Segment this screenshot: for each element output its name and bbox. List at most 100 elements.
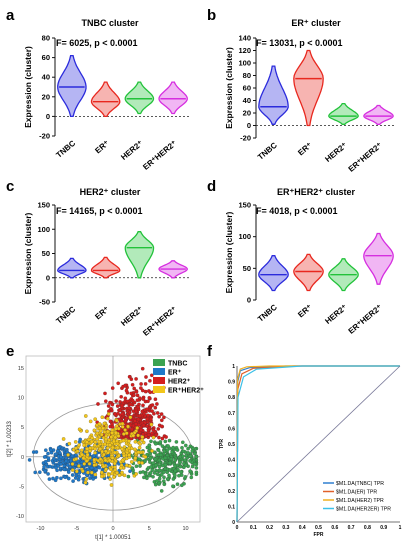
scatter-point [110, 386, 115, 390]
scatter-point [130, 382, 135, 387]
scatter-point [123, 418, 128, 423]
scatter-point [53, 478, 58, 483]
scatter-point [84, 459, 89, 463]
category-label: TNBC [54, 304, 77, 325]
scatter-point [76, 477, 81, 482]
scatter-point [62, 467, 67, 472]
scatter-point [104, 399, 108, 404]
legend-label: $M1.DA(HER2) TPR [336, 498, 384, 504]
scatter-point [74, 457, 78, 461]
scatter-point [137, 460, 141, 465]
scatter-point [178, 464, 183, 469]
scatter-point [184, 443, 188, 448]
scatter-point [125, 399, 130, 404]
category-label: ER⁺ [296, 141, 314, 158]
scatter-point [116, 434, 121, 438]
scatter-point [46, 451, 50, 456]
violin-b-1 [293, 49, 324, 127]
x-tick-label: 0.4 [299, 525, 306, 531]
scatter-point [92, 453, 96, 458]
category-label: ER⁺HER2⁺ [347, 141, 384, 174]
scatter-point [136, 433, 140, 438]
legend-label: $M1.DA(TNBC) TPR [336, 481, 384, 487]
y-tick-label: 0 [46, 112, 50, 121]
scatter-point [162, 475, 166, 480]
scatter-point [115, 404, 120, 408]
panel-d-stat: F= 4018, p < 0.0001 [256, 206, 338, 216]
scatter-point [159, 412, 164, 416]
y-tick-label: 0.7 [228, 411, 235, 417]
scatter-point [134, 464, 139, 469]
x-tick-label: -10 [37, 526, 45, 532]
scatter-point [112, 450, 117, 455]
scatter-point [67, 441, 72, 446]
scatter-point [133, 419, 137, 423]
y-tick-label: 20 [243, 109, 251, 118]
scatter-point [147, 449, 151, 453]
panel-a-stat: F= 6025, p < 0.0001 [56, 38, 138, 48]
scatter-point [100, 415, 105, 420]
scatter-point [51, 476, 55, 481]
scatter-point [120, 470, 124, 475]
scatter-point [123, 383, 128, 388]
scatter-point [103, 449, 108, 454]
y-tick-label: 0.6 [228, 426, 235, 432]
scatter-point [177, 473, 181, 478]
scatter-point [109, 483, 114, 487]
scatter-point [69, 458, 73, 463]
scatter-point [133, 447, 137, 452]
scatter-point [66, 470, 71, 474]
scatter-point [102, 452, 106, 457]
scatter-point [158, 440, 163, 444]
y-tick-label: 100 [37, 225, 50, 234]
scatter-point [103, 458, 108, 463]
legend-label: TNBC [168, 361, 187, 368]
scatter-point [104, 437, 108, 442]
scatter-point [77, 464, 81, 468]
scatter-point [155, 411, 160, 415]
scatter-point [149, 439, 153, 444]
y-tick-label: 0.5 [228, 442, 235, 448]
y-tick-label: -20 [240, 134, 251, 143]
scatter-point [95, 431, 100, 436]
x-tick-label: 0.6 [331, 525, 338, 531]
scatter-point [42, 464, 46, 469]
panel-b-title: ER⁺ cluster [291, 18, 341, 28]
scatter-point [194, 466, 199, 470]
scatter-point [118, 400, 122, 404]
y-tick-label: 0 [247, 296, 251, 305]
scatter-point [140, 366, 145, 371]
x-tick-label: 0.7 [348, 525, 355, 531]
scatter-point [178, 460, 182, 465]
scatter-point [150, 403, 155, 407]
scatter-point [136, 450, 141, 455]
scatter-point [149, 422, 154, 427]
scatter-point [48, 448, 53, 452]
scatter-point [84, 414, 88, 418]
scatter-point [104, 434, 108, 439]
scatter-point [84, 477, 89, 481]
scatter-point [98, 447, 103, 451]
scatter-point [54, 465, 58, 470]
scatter-point [143, 382, 148, 386]
category-label: ER⁺HER2⁺ [141, 139, 178, 172]
scatter-point [101, 464, 106, 469]
y-tick-label: 0.4 [228, 458, 235, 464]
scatter-point [194, 470, 199, 475]
scatter-point [122, 453, 126, 458]
scatter-point [73, 440, 78, 444]
scatter-point [104, 467, 108, 471]
x-tick-label: 0.1 [250, 525, 257, 531]
scatter-point [173, 458, 177, 463]
scatter-point [128, 415, 133, 420]
scatter-point [150, 431, 154, 436]
scatter-point [162, 482, 167, 487]
scatter-point [145, 416, 150, 421]
scatter-point [133, 456, 138, 460]
violin-d-3 [363, 232, 394, 285]
y-tick-label: 150 [37, 201, 50, 210]
scatter-point [126, 474, 131, 479]
scatter-point [143, 459, 147, 464]
scatter-point [33, 470, 38, 475]
scatter-point [110, 471, 114, 476]
